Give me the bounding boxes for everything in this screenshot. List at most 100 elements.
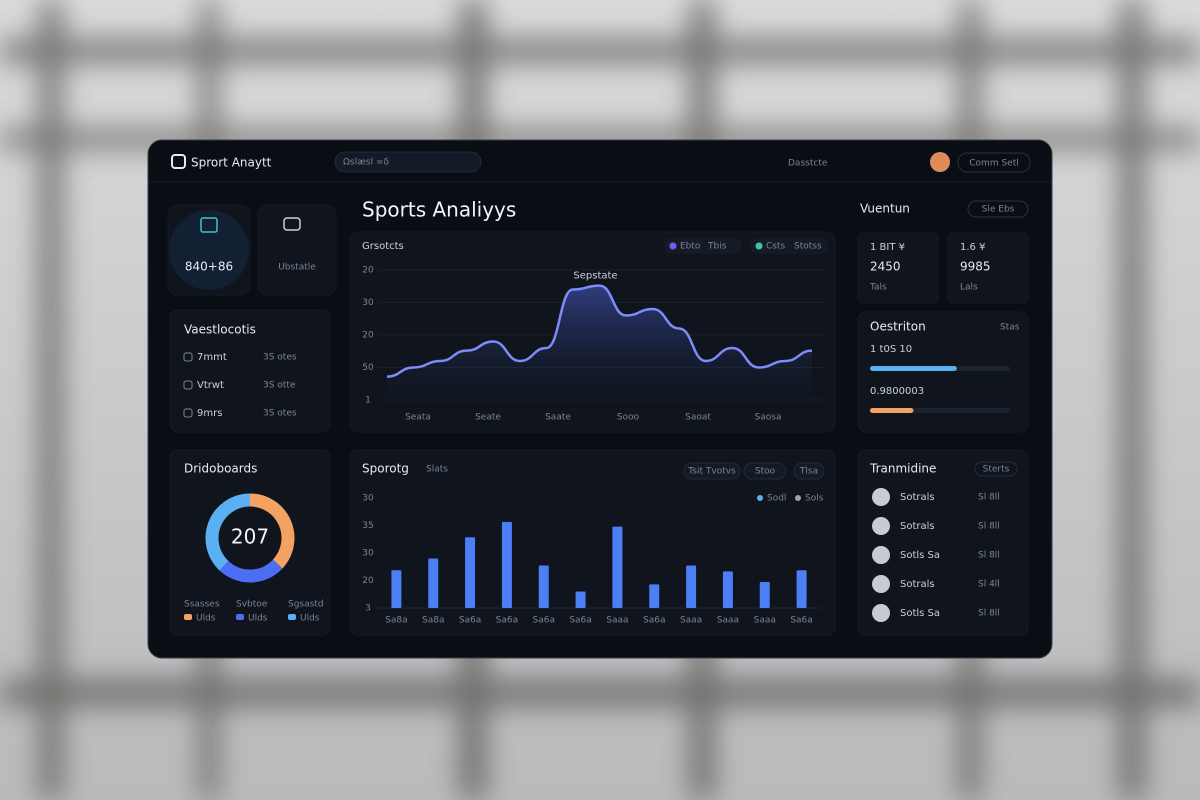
legend-dot bbox=[757, 495, 763, 501]
donut-title: Dridoboards bbox=[184, 462, 257, 476]
legend-dot bbox=[669, 242, 677, 250]
y-tick-label: 30 bbox=[362, 549, 374, 559]
bar bbox=[796, 570, 807, 608]
avatar[interactable] bbox=[930, 152, 950, 172]
x-tick-label: Sa6a bbox=[533, 616, 555, 626]
team-avatar bbox=[872, 546, 890, 564]
bar bbox=[465, 537, 476, 608]
overview-button[interactable] bbox=[967, 200, 1029, 218]
profile-stat: 840+86 bbox=[185, 260, 233, 274]
legend-label: Ulds bbox=[196, 614, 216, 624]
filter-label: Tlsa bbox=[799, 467, 818, 477]
x-tick-label: Sa8a bbox=[422, 616, 444, 626]
team-stat: Sl 8ll bbox=[978, 493, 1000, 503]
legend-label: Ulds bbox=[300, 614, 320, 624]
bar bbox=[391, 570, 402, 608]
team-avatar bbox=[872, 488, 890, 506]
bar bbox=[649, 584, 660, 608]
y-tick-label: 20 bbox=[362, 576, 374, 586]
x-tick-label: Saaa bbox=[606, 616, 628, 626]
card-sub: Tals bbox=[869, 283, 887, 293]
card-value: 9985 bbox=[960, 260, 991, 274]
teams-button-text: Sterts bbox=[983, 465, 1010, 475]
search-box[interactable] bbox=[334, 151, 482, 173]
legend-dot bbox=[755, 242, 763, 250]
header-button[interactable] bbox=[957, 152, 1031, 173]
legend-pill bbox=[664, 238, 742, 254]
legend-name: Sodl bbox=[767, 494, 786, 504]
y-tick-label: 3 bbox=[365, 604, 371, 614]
nav-link: Dasstcte bbox=[788, 159, 828, 169]
peak-annotation: Sepstate bbox=[573, 271, 617, 282]
row-icon bbox=[183, 352, 193, 362]
team-stat: Sl 8ll bbox=[978, 551, 1000, 561]
team-stat: Sl 8ll bbox=[978, 609, 1000, 619]
team-stat: Sl 4ll bbox=[978, 580, 1000, 590]
legend-pill bbox=[750, 238, 828, 254]
team-name: Sotrals bbox=[900, 579, 935, 590]
metrics-title: Vaestlocotis bbox=[184, 323, 256, 337]
progress-label: 1 t0S 10 bbox=[870, 344, 912, 355]
bar bbox=[722, 571, 733, 608]
row-icon bbox=[183, 408, 193, 418]
bar bbox=[575, 591, 586, 608]
x-tick-label: Sa6a bbox=[790, 616, 812, 626]
bar bbox=[759, 582, 770, 608]
legend-name: Ebto bbox=[680, 242, 701, 252]
logo-icon bbox=[171, 154, 186, 169]
legend-name: Csts bbox=[766, 242, 786, 252]
card-head: 1 BIT ¥ bbox=[870, 242, 905, 253]
metric-name: 9mrs bbox=[197, 408, 222, 419]
team-avatar bbox=[872, 517, 890, 535]
x-tick-label: Saosa bbox=[755, 413, 782, 423]
team-name: Sotrals bbox=[900, 521, 935, 532]
donut-center: 207 bbox=[231, 525, 269, 549]
team-avatar bbox=[872, 575, 890, 593]
legend-detail: Tbis bbox=[707, 242, 727, 252]
row-icon bbox=[183, 380, 193, 390]
legend-label: Ulds bbox=[248, 614, 268, 624]
x-tick-label: Saoat bbox=[685, 413, 711, 423]
progress-tag: Stas bbox=[1000, 323, 1020, 333]
metric-name: 7mmt bbox=[197, 352, 227, 363]
legend-name: Svbtoe bbox=[236, 600, 268, 610]
x-tick-label: Sooo bbox=[617, 413, 640, 423]
progress-label: 0.9800003 bbox=[870, 386, 924, 397]
y-tick-label: 35 bbox=[362, 521, 373, 531]
x-tick-label: Sa6a bbox=[643, 616, 665, 626]
metric-value: 3S otes bbox=[263, 409, 297, 419]
overview-title: Vuentun bbox=[860, 202, 910, 216]
y-tick-label: 30 bbox=[362, 298, 374, 308]
bar bbox=[612, 526, 623, 608]
bar bbox=[538, 565, 549, 608]
donut-segment bbox=[205, 493, 251, 571]
bar-chart-title: Sporotg bbox=[362, 462, 409, 476]
x-tick-label: Seata bbox=[405, 413, 431, 423]
x-tick-label: Saaa bbox=[717, 616, 739, 626]
team-name: Sotls Sa bbox=[900, 550, 940, 561]
profile-icon bbox=[200, 217, 218, 233]
y-tick-label: 20 bbox=[362, 331, 374, 341]
bar-chart-tag: Slats bbox=[426, 465, 448, 475]
header-button-text: Comm Setl bbox=[969, 159, 1018, 169]
progress-fill bbox=[870, 408, 914, 413]
x-tick-label: Sa6a bbox=[459, 616, 481, 626]
legend-name: Ssasses bbox=[184, 600, 220, 610]
filter-chip[interactable] bbox=[743, 462, 787, 480]
card-icon bbox=[283, 217, 301, 231]
teams-button[interactable] bbox=[974, 461, 1018, 477]
y-tick-label: 50 bbox=[362, 363, 374, 373]
x-tick-label: Sa6a bbox=[569, 616, 591, 626]
filter-label: Tsit Tvotvs bbox=[687, 467, 736, 477]
filter-chip[interactable] bbox=[683, 462, 741, 480]
donut-segment bbox=[249, 493, 295, 569]
line-series bbox=[386, 284, 813, 378]
team-stat: Sl 8ll bbox=[978, 522, 1000, 532]
filter-chip[interactable] bbox=[793, 462, 825, 480]
metric-value: 3S otes bbox=[263, 353, 297, 363]
legend-detail: Stotss bbox=[794, 242, 822, 252]
bar bbox=[501, 521, 512, 608]
x-tick-label: Saaa bbox=[680, 616, 702, 626]
x-tick-label: Sa8a bbox=[385, 616, 407, 626]
